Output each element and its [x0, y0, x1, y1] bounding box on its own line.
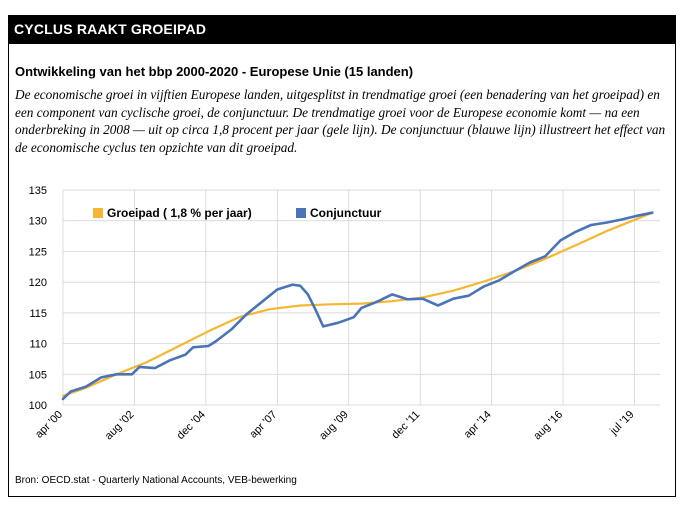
y-axis-ticks: 100 105 110 115 120 125 130 135 — [29, 185, 47, 412]
y-tick-label: 125 — [29, 246, 47, 258]
series-lines — [61, 211, 654, 401]
chart-subtitle: Ontwikkeling van het bbp 2000-2020 - Eur… — [15, 64, 414, 79]
y-tick-label: 135 — [29, 185, 47, 197]
x-tick-label: dec '04 — [175, 409, 208, 442]
x-tick-label: aug '09 — [317, 409, 351, 443]
y-tick-label: 115 — [29, 308, 47, 320]
x-axis-ticks: apr '00 aug '02 dec '04 apr '07 aug '09 dec '… — [33, 409, 637, 443]
x-tick-label: apr '14 — [462, 409, 494, 441]
x-tick-label: jul '19 — [607, 409, 636, 438]
y-tick-label: 120 — [29, 277, 47, 289]
chart-description: De economische groei in vijftien Europes… — [15, 87, 666, 155]
groeipad-line — [61, 211, 654, 397]
grid-lines — [62, 189, 660, 406]
x-tick-label: dec '11 — [390, 409, 423, 442]
source-note: Bron: OECD.stat - Quarterly National Acc… — [15, 475, 297, 486]
legend: Groeipad ( 1,8 % per jaar) Conjunctuur — [93, 206, 382, 220]
legend-swatch — [296, 208, 306, 218]
banner-title: CYCLUS RAAKT GROEIPAD — [8, 15, 676, 44]
legend-label: Conjunctuur — [310, 206, 382, 220]
x-tick-label: apr '00 — [33, 409, 65, 441]
legend-label: Groeipad ( 1,8 % per jaar) — [107, 206, 252, 220]
x-tick-label: aug '16 — [531, 409, 565, 443]
y-tick-label: 110 — [29, 339, 47, 351]
x-tick-label: aug '02 — [103, 409, 137, 443]
legend-swatch — [93, 208, 103, 218]
x-tick-label: apr '07 — [247, 409, 279, 441]
y-tick-label: 130 — [29, 216, 47, 228]
conjunctuur-line — [61, 211, 654, 401]
y-tick-label: 105 — [29, 369, 47, 381]
y-tick-label: 100 — [29, 400, 47, 412]
